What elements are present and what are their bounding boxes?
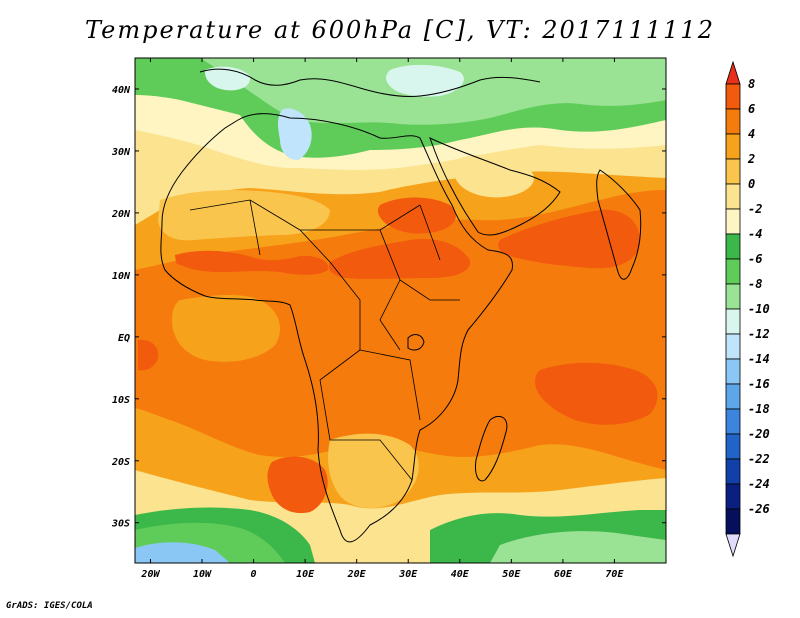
lat-label: 30N xyxy=(111,147,131,158)
colorbar-label: 6 xyxy=(748,102,755,116)
lat-label: 10N xyxy=(112,271,131,282)
colorbar-swatch xyxy=(725,458,741,485)
lon-label: 10E xyxy=(296,569,315,580)
colorbar-swatch xyxy=(725,183,741,210)
colorbar-swatch xyxy=(725,83,741,110)
map-title: Temperature at 600hPa [C], VT: 201711111… xyxy=(85,16,715,44)
colorbar-swatch xyxy=(725,233,741,260)
colorbar-label: -2 xyxy=(748,202,762,216)
colorbar-swatch xyxy=(725,433,741,460)
colorbar-swatch xyxy=(725,358,741,385)
lat-label: 10S xyxy=(112,395,130,406)
colorbar-swatch xyxy=(725,383,741,410)
madagascar-coastline xyxy=(475,416,508,482)
warm-west-ocean-pale xyxy=(172,295,280,362)
colorbar-swatch xyxy=(725,333,741,360)
colorbar-label: -10 xyxy=(748,302,770,316)
lon-label: 70E xyxy=(605,569,624,580)
colorbar-label: -4 xyxy=(748,227,762,241)
map-frame xyxy=(134,57,667,564)
axis-ticks: 20W 10W 0 10E 20E 30E 40E 50E 60E 70E 40N 30N 20N 10N… xyxy=(111,58,666,580)
colorbar-label: -20 xyxy=(748,427,770,441)
warm-namibia xyxy=(267,456,328,514)
credit-label: GrADS: IGES/COLA xyxy=(6,601,93,611)
india-coastline xyxy=(596,169,642,280)
cold-algeria xyxy=(278,108,312,160)
band-south-lightgreen-east xyxy=(490,531,666,563)
pale-arabia xyxy=(452,154,534,198)
colorbar-top-triangle xyxy=(725,60,741,85)
colorbar-label: -6 xyxy=(748,252,762,266)
temperature-field xyxy=(135,58,666,563)
colorbar-label: -8 xyxy=(748,277,762,291)
warm-central-africa xyxy=(328,239,471,279)
warm-gulf xyxy=(138,339,159,371)
colorbar-swatch xyxy=(725,408,741,435)
lat-label: 40N xyxy=(112,85,131,96)
inner-borders xyxy=(189,199,460,481)
lon-label: 20W xyxy=(140,569,160,580)
band-south-cold-blue xyxy=(135,542,230,563)
lon-label: 30E xyxy=(398,569,418,580)
coastlines xyxy=(160,68,642,543)
africa-coastline xyxy=(160,113,514,543)
colorbar-label: -14 xyxy=(748,352,770,366)
warm-indian-ocean xyxy=(535,362,658,425)
cold-balkans xyxy=(386,64,464,97)
lat-label: 30S xyxy=(111,519,130,530)
colorbar-bottom-triangle xyxy=(725,533,741,558)
lat-label: 20N xyxy=(111,209,131,220)
colorbar-swatch xyxy=(725,133,741,160)
colorbar-swatch xyxy=(725,158,741,185)
colorbar-swatch xyxy=(725,508,741,535)
colorbar-label: 0 xyxy=(748,177,755,191)
lon-label: 20E xyxy=(347,569,367,580)
lake-victoria xyxy=(407,334,425,351)
colorbar-label: -16 xyxy=(748,377,770,391)
lon-label: 50E xyxy=(502,569,521,580)
lat-label: 20S xyxy=(111,457,130,468)
colorbar-swatch xyxy=(725,208,741,235)
colorbar-swatch xyxy=(725,108,741,135)
europe-coastline xyxy=(199,68,541,97)
colorbar-label: -18 xyxy=(748,402,770,416)
colorbar-label: -22 xyxy=(748,452,770,466)
warm-sahel xyxy=(175,250,329,275)
colorbar-label: -26 xyxy=(748,502,770,516)
colorbar-swatch xyxy=(725,308,741,335)
colorbar-swatch xyxy=(725,258,741,285)
lon-label: 40E xyxy=(451,569,470,580)
colorbar: 8 6 4 2 0 -2 -4 -6 -8 -10 -12 -14 -16 -18 -20 -22 -24 -26 xyxy=(725,60,770,558)
colorbar-label: 8 xyxy=(748,77,755,91)
pale-southern-africa xyxy=(328,433,419,509)
lon-label: 0 xyxy=(251,569,257,580)
colorbar-swatch xyxy=(725,283,741,310)
pale-sahara-west xyxy=(158,190,330,241)
colorbar-swatch xyxy=(725,483,741,510)
colorbar-label: 4 xyxy=(748,127,755,141)
warm-sudan xyxy=(377,197,456,234)
colorbar-label: -24 xyxy=(748,477,770,491)
lon-label: 10W xyxy=(193,569,212,580)
lat-label: EQ xyxy=(118,333,130,344)
colorbar-label: 2 xyxy=(747,152,755,166)
arabia-coastline xyxy=(429,137,561,236)
lon-label: 60E xyxy=(554,569,573,580)
colorbar-label: -12 xyxy=(748,327,770,341)
